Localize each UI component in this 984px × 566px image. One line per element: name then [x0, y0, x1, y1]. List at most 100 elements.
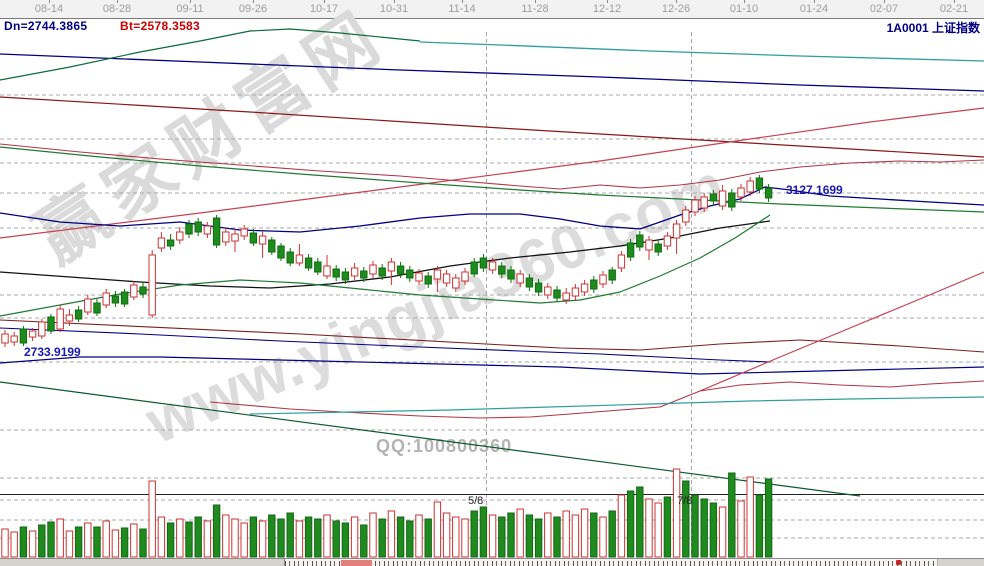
indicator-line-navy-upper-ma [0, 53, 984, 92]
date-axis-label: 02-21 [939, 3, 969, 15]
date-axis-label: 10-31 [379, 3, 409, 15]
volume-bar [295, 520, 304, 558]
date-axis-tick [190, 0, 191, 3]
volume-bar [268, 514, 276, 558]
volume-bar [65, 530, 74, 558]
status-bar-text-field[interactable] [284, 559, 937, 566]
volume-bar [314, 518, 322, 558]
candle-body [304, 257, 313, 269]
volume-bar [599, 516, 607, 558]
candle-body [636, 234, 644, 248]
candle-body [212, 217, 221, 246]
volume-bar [682, 480, 690, 558]
date-axis-label: 12-26 [661, 3, 691, 15]
volume-bar [442, 512, 451, 558]
date-axis-label: 11-14 [448, 3, 476, 15]
volume-bar [433, 501, 442, 558]
date-axis-label: 12-12 [592, 3, 622, 15]
candle-body [295, 254, 304, 264]
date-axis-label: 08-28 [102, 3, 132, 15]
candle-body [268, 239, 276, 253]
price-label-low: 2733.9199 [24, 345, 81, 359]
candle-body [176, 231, 184, 241]
volume-bar [240, 522, 248, 558]
volume-bar [378, 518, 386, 558]
candle-body [28, 330, 37, 338]
date-axis-label: 02-07 [869, 3, 899, 15]
candle-body [654, 243, 662, 253]
candle-body [148, 254, 156, 316]
volume-bar [470, 510, 478, 558]
date-axis-tick [49, 0, 50, 3]
date-axis-tick [954, 0, 955, 3]
volume-bar [406, 520, 414, 558]
volume-bar [231, 518, 239, 558]
candle-body [47, 316, 55, 332]
date-axis-tick [744, 0, 745, 3]
candle-body [479, 257, 488, 269]
volume-bar [654, 502, 662, 558]
candle-body [120, 291, 129, 305]
candle-body [157, 237, 166, 249]
date-axis-tick [117, 0, 118, 3]
candle-body [369, 264, 377, 275]
candle-body [442, 273, 451, 284]
date-axis-tick [607, 0, 608, 3]
volume-bar [212, 504, 221, 558]
volume-bar [130, 523, 138, 558]
indicator-line-darkred-long [0, 96, 984, 158]
candle-body [553, 289, 561, 299]
volume-bar [645, 498, 653, 558]
volume-bar [461, 518, 469, 558]
candle-body [626, 242, 635, 258]
date-axis-tick [814, 0, 815, 3]
volume-bar [415, 514, 423, 558]
candle-body [525, 277, 534, 288]
candle-body [130, 284, 138, 298]
volume-bar [755, 494, 764, 558]
indicator-bt-value: Bt=2578.3583 [120, 19, 200, 33]
indicator-line-green-trendline [0, 381, 861, 497]
volume-bar [488, 514, 497, 558]
volume-bar [718, 506, 727, 558]
candle-body [709, 193, 718, 202]
date-axis-tick [676, 0, 677, 3]
indicator-line-green-long-ma [0, 146, 984, 213]
candle-body [93, 302, 101, 314]
volume-bar [636, 486, 644, 558]
candle-body [286, 251, 294, 264]
candle-body [249, 232, 258, 244]
status-bar [0, 558, 984, 566]
candle-body [700, 196, 708, 209]
indicator-dn-value: Dn=2744.3865 [4, 19, 88, 33]
indicator-legend-row: Dn=2744.3865 Bt=2578.3583 1A0001 上证指数 [0, 19, 984, 35]
candle-body [332, 268, 340, 278]
volume-bar [38, 524, 46, 558]
candle-body [406, 269, 414, 279]
indicator-line-maroon-low [0, 319, 984, 353]
date-axis-label: 01-10 [729, 3, 759, 15]
volume-bar [663, 496, 672, 558]
volume-bar [626, 490, 635, 558]
candle-body [691, 199, 699, 213]
volume-bar [194, 516, 202, 558]
volume-bar [507, 512, 515, 558]
candle-body [488, 261, 497, 271]
date-axis-tick [535, 0, 536, 3]
volume-bar [396, 516, 405, 558]
volume-bar [93, 526, 101, 558]
status-bar-highlight-badge [341, 560, 372, 566]
indicator-line-teal-upper-ma [419, 41, 984, 62]
candle-body [424, 275, 432, 285]
status-bar-alert-icon [896, 560, 901, 565]
date-axis-tick [324, 0, 325, 3]
candle-body [590, 279, 598, 290]
murrey-level-label-5-8: 5/8 [468, 495, 484, 507]
candle-body [672, 223, 681, 239]
candle-body [56, 308, 64, 330]
volume-bar [387, 510, 396, 558]
date-axis-label: 08-14 [34, 3, 64, 15]
candle-body [737, 187, 745, 198]
candle-body [231, 233, 239, 242]
